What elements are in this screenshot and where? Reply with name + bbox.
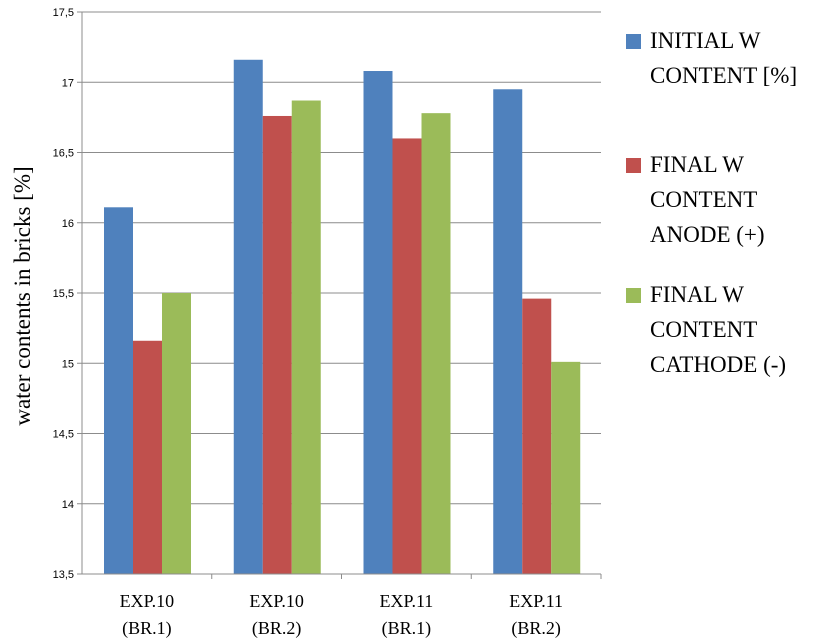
bar (291, 100, 321, 574)
y-tick-label: 17,5 (53, 7, 74, 19)
legend-label: FINAL W (650, 282, 744, 307)
bar (104, 207, 133, 575)
bar (363, 71, 393, 574)
bar (233, 59, 263, 574)
legend-label: CONTENT (650, 317, 757, 342)
y-tick-label: 15 (62, 358, 74, 370)
y-tick-label: 14,5 (53, 429, 74, 441)
category-label: EXP.10 (249, 591, 304, 611)
y-tick-label: 15,5 (53, 288, 74, 300)
category-label: EXP.10 (120, 591, 175, 611)
bar (551, 361, 581, 574)
y-tick-labels: 13,5 14 14,5 15 15,5 16 16,5 17 17,5 (53, 7, 74, 581)
legend-label: CATHODE (-) (650, 352, 786, 377)
category-label: EXP.11 (379, 591, 433, 611)
category-label: (BR.2) (511, 618, 561, 639)
category-label: (BR.2) (252, 618, 302, 639)
y-tick-label: 13,5 (53, 569, 74, 581)
axes (77, 11, 602, 579)
category-label: EXP.11 (509, 591, 563, 611)
category-label: (BR.1) (382, 618, 432, 639)
y-axis-label: water contents in bricks [%] (10, 166, 35, 425)
y-tick-label: 17 (62, 77, 74, 89)
bar (493, 89, 523, 575)
y-tick-label: 16 (62, 218, 74, 230)
legend-label: CONTENT (650, 187, 757, 212)
bar (421, 113, 451, 574)
bar (392, 138, 422, 574)
legend-label: ANODE (+) (650, 222, 765, 247)
legend-swatch (626, 288, 641, 303)
legend-swatch (626, 158, 641, 173)
bar (522, 298, 552, 574)
bar (133, 340, 162, 574)
legend-label: CONTENT [%] (650, 63, 797, 88)
legend-swatch (626, 34, 641, 49)
bar (262, 115, 292, 574)
bars (104, 59, 581, 575)
y-tick-label: 14 (62, 499, 74, 511)
legend: INITIAL W CONTENT [%] FINAL W CONTENT ANODE … (626, 28, 797, 377)
bar (162, 293, 191, 574)
legend-label: INITIAL W (650, 28, 761, 53)
category-label: (BR.1) (122, 618, 172, 639)
category-labels: EXP.10 (BR.1) EXP.10 (BR.2) EXP.11 (BR.1) EXP.… (120, 591, 563, 639)
legend-label: FINAL W (650, 152, 744, 177)
y-tick-label: 16,5 (53, 148, 74, 160)
